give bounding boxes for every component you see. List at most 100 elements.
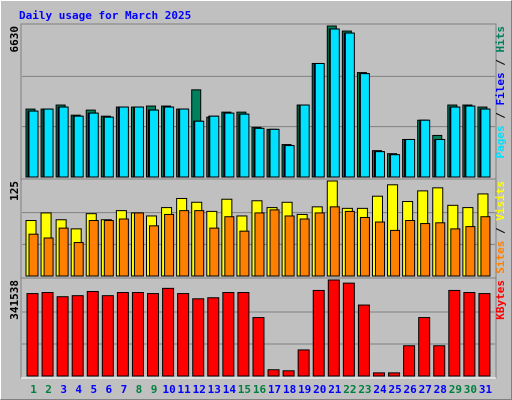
x-tick-label: 11 (178, 383, 192, 396)
x-tick-label: 17 (268, 383, 281, 396)
bar (209, 115, 220, 178)
bar (388, 372, 401, 377)
bar (450, 228, 461, 277)
bar (224, 112, 235, 178)
bar (465, 226, 476, 277)
bar (43, 108, 54, 178)
x-tick-label: 22 (343, 383, 356, 396)
bar (284, 145, 295, 178)
bar (314, 212, 325, 277)
bar (269, 209, 280, 277)
bar (390, 229, 401, 277)
bar (118, 106, 129, 178)
bar (418, 317, 431, 377)
x-tick-label: 4 (75, 383, 82, 396)
bar (478, 293, 491, 377)
bar (357, 304, 370, 377)
bar (254, 212, 265, 277)
legend-entry: KBytes (494, 280, 507, 320)
x-tick-label: 28 (434, 383, 447, 396)
bar (192, 298, 205, 377)
y-tick-label: 6630 (8, 26, 21, 53)
bar (86, 290, 99, 377)
bar (71, 295, 84, 377)
x-tick-label: 27 (419, 383, 432, 396)
x-tick-label: 13 (208, 383, 221, 396)
bar (73, 242, 84, 277)
bar (26, 293, 39, 377)
bar (103, 116, 114, 178)
x-tick-label: 2 (45, 383, 52, 396)
legend: Sites / Visits (494, 181, 507, 274)
bar (28, 110, 39, 178)
legend-entry: Hits (494, 26, 507, 53)
bar (162, 287, 175, 377)
bar (116, 292, 129, 377)
bar (224, 216, 235, 277)
bar (267, 369, 280, 377)
bar (463, 292, 476, 377)
bar (239, 113, 250, 178)
x-tick-label: 15 (238, 383, 251, 396)
bar (237, 292, 250, 377)
x-tick-label: 21 (328, 383, 342, 396)
bar (179, 210, 190, 277)
bar (118, 218, 129, 277)
legend-separator: / (494, 53, 507, 73)
x-tick-label: 10 (162, 383, 175, 396)
bar (239, 230, 250, 277)
bar (342, 282, 355, 377)
bar (405, 138, 416, 178)
x-tick-label: 25 (388, 383, 401, 396)
x-tick-label: 16 (253, 383, 267, 396)
bar (299, 218, 310, 277)
x-tick-label: 19 (298, 383, 311, 396)
legend-entry: Files (494, 72, 507, 105)
bar (480, 108, 491, 178)
bar (164, 106, 175, 178)
bar (41, 292, 54, 377)
bar (58, 106, 69, 178)
y-tick-label: 341538 (8, 280, 21, 320)
bar (164, 213, 175, 277)
x-tick-label: 3 (60, 383, 67, 396)
bar (435, 138, 446, 178)
x-tick-label: 9 (151, 383, 158, 396)
bar (374, 221, 385, 277)
x-tick-label: 7 (121, 383, 128, 396)
x-tick-label: 26 (404, 383, 418, 396)
bar (209, 227, 220, 277)
bar (372, 372, 385, 377)
bar (58, 227, 69, 277)
bar (297, 349, 310, 377)
bar (359, 216, 370, 277)
bar (28, 233, 39, 277)
bar (314, 62, 325, 178)
x-tick-label: 30 (464, 383, 477, 396)
x-tick-label: 29 (449, 383, 462, 396)
legend: Pages / Files / Hits (494, 26, 507, 159)
bar (177, 293, 190, 377)
bar (269, 128, 280, 178)
bar (284, 215, 295, 277)
bar (344, 32, 355, 178)
legend-entry: Pages (494, 125, 507, 158)
bar (73, 115, 84, 178)
bar (405, 220, 416, 277)
bar (433, 345, 446, 377)
bar (222, 292, 235, 377)
bar (465, 105, 476, 178)
legend-separator: / (494, 106, 507, 126)
bar (147, 293, 160, 377)
bar (207, 297, 220, 377)
bar (299, 104, 310, 178)
bar (359, 73, 370, 178)
bar (329, 206, 340, 277)
bar (179, 108, 190, 178)
bar (88, 112, 99, 178)
bar (312, 289, 325, 377)
bar (329, 28, 340, 178)
bar (374, 151, 385, 178)
